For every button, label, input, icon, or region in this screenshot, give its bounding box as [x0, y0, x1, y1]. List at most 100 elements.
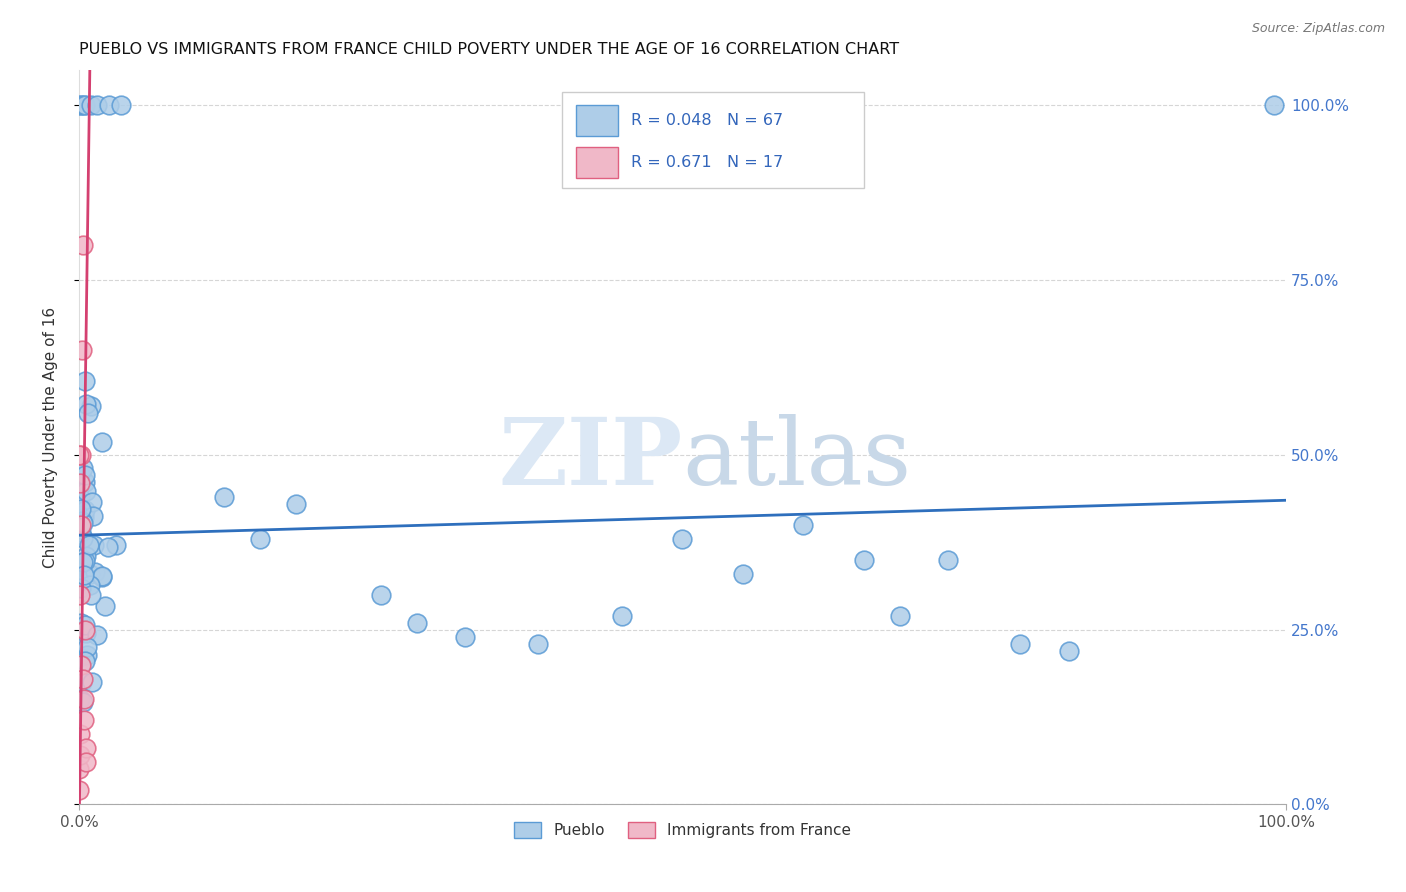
- Point: [86, 628, 108, 642]
- Point: [70, 517, 93, 532]
- Point: [70, 582, 93, 596]
- Point: [80, 98, 103, 112]
- Y-axis label: Child Poverty Under the Age of 16: Child Poverty Under the Age of 16: [44, 307, 58, 568]
- Point: [70, 502, 93, 516]
- Text: atlas: atlas: [682, 415, 911, 504]
- Point: [73, 98, 96, 112]
- Point: [82, 509, 104, 524]
- Point: [75, 374, 97, 388]
- Point: [75, 618, 97, 632]
- Point: [69, 522, 91, 536]
- Point: [792, 517, 814, 532]
- Point: [454, 630, 477, 644]
- Point: [610, 608, 633, 623]
- Legend: Pueblo, Immigrants from France: Pueblo, Immigrants from France: [508, 816, 858, 845]
- Point: [70, 570, 93, 584]
- Point: [936, 552, 959, 566]
- Point: [69, 588, 91, 602]
- Point: [73, 654, 96, 668]
- Point: [67, 763, 90, 777]
- Point: [1263, 98, 1285, 112]
- Point: [406, 615, 429, 630]
- Point: [70, 615, 93, 630]
- Point: [72, 509, 94, 524]
- Point: [76, 640, 98, 654]
- Point: [97, 540, 120, 554]
- Point: [67, 650, 90, 665]
- Point: [72, 516, 94, 530]
- Text: R = 0.671   N = 17: R = 0.671 N = 17: [630, 154, 783, 169]
- Point: [73, 623, 96, 637]
- Point: [1057, 643, 1080, 657]
- FancyBboxPatch shape: [576, 105, 619, 136]
- Point: [70, 98, 93, 112]
- Point: [104, 538, 127, 552]
- Point: [671, 532, 693, 546]
- Point: [212, 490, 235, 504]
- Point: [249, 532, 271, 546]
- Point: [91, 570, 114, 584]
- Point: [285, 497, 308, 511]
- Point: [72, 692, 94, 706]
- Point: [72, 695, 94, 709]
- Point: [889, 608, 911, 623]
- Point: [94, 599, 117, 613]
- Point: [69, 727, 91, 741]
- Point: [83, 565, 105, 579]
- Point: [75, 549, 97, 563]
- Point: [370, 588, 392, 602]
- Point: [1010, 636, 1032, 650]
- Point: [110, 98, 132, 112]
- Point: [73, 98, 96, 112]
- Point: [75, 756, 97, 770]
- FancyBboxPatch shape: [576, 147, 619, 178]
- Point: [73, 568, 96, 582]
- Point: [91, 569, 114, 583]
- Text: PUEBLO VS IMMIGRANTS FROM FRANCE CHILD POVERTY UNDER THE AGE OF 16 CORRELATION C: PUEBLO VS IMMIGRANTS FROM FRANCE CHILD P…: [79, 42, 898, 57]
- Point: [72, 531, 94, 545]
- Point: [69, 490, 91, 504]
- Point: [80, 400, 103, 414]
- Point: [72, 672, 94, 686]
- Text: ZIP: ZIP: [498, 415, 682, 504]
- Point: [70, 675, 93, 690]
- Point: [70, 514, 93, 528]
- Point: [69, 448, 91, 462]
- Point: [69, 98, 91, 112]
- Point: [69, 467, 91, 481]
- Point: [75, 625, 97, 640]
- Point: [90, 434, 112, 449]
- Point: [83, 538, 105, 552]
- Text: Source: ZipAtlas.com: Source: ZipAtlas.com: [1251, 22, 1385, 36]
- Point: [76, 406, 98, 420]
- Point: [526, 636, 548, 650]
- Point: [67, 448, 90, 462]
- Point: [80, 588, 103, 602]
- Point: [98, 98, 121, 112]
- Point: [72, 238, 94, 252]
- Point: [852, 552, 875, 566]
- Point: [72, 461, 94, 475]
- Point: [70, 343, 93, 357]
- Point: [67, 783, 90, 797]
- Point: [80, 674, 103, 689]
- Point: [75, 397, 97, 411]
- FancyBboxPatch shape: [562, 93, 863, 188]
- Point: [70, 657, 93, 672]
- Point: [69, 692, 91, 706]
- Point: [70, 525, 93, 540]
- Point: [73, 503, 96, 517]
- Text: R = 0.048   N = 67: R = 0.048 N = 67: [630, 112, 783, 128]
- Point: [79, 566, 101, 581]
- Point: [69, 748, 91, 763]
- Point: [73, 475, 96, 490]
- Point: [82, 495, 104, 509]
- Point: [79, 538, 101, 552]
- Point: [79, 578, 101, 592]
- Point: [76, 648, 98, 663]
- Point: [69, 475, 91, 490]
- Point: [73, 714, 96, 728]
- Point: [73, 467, 96, 482]
- Point: [731, 566, 754, 581]
- Point: [86, 98, 108, 112]
